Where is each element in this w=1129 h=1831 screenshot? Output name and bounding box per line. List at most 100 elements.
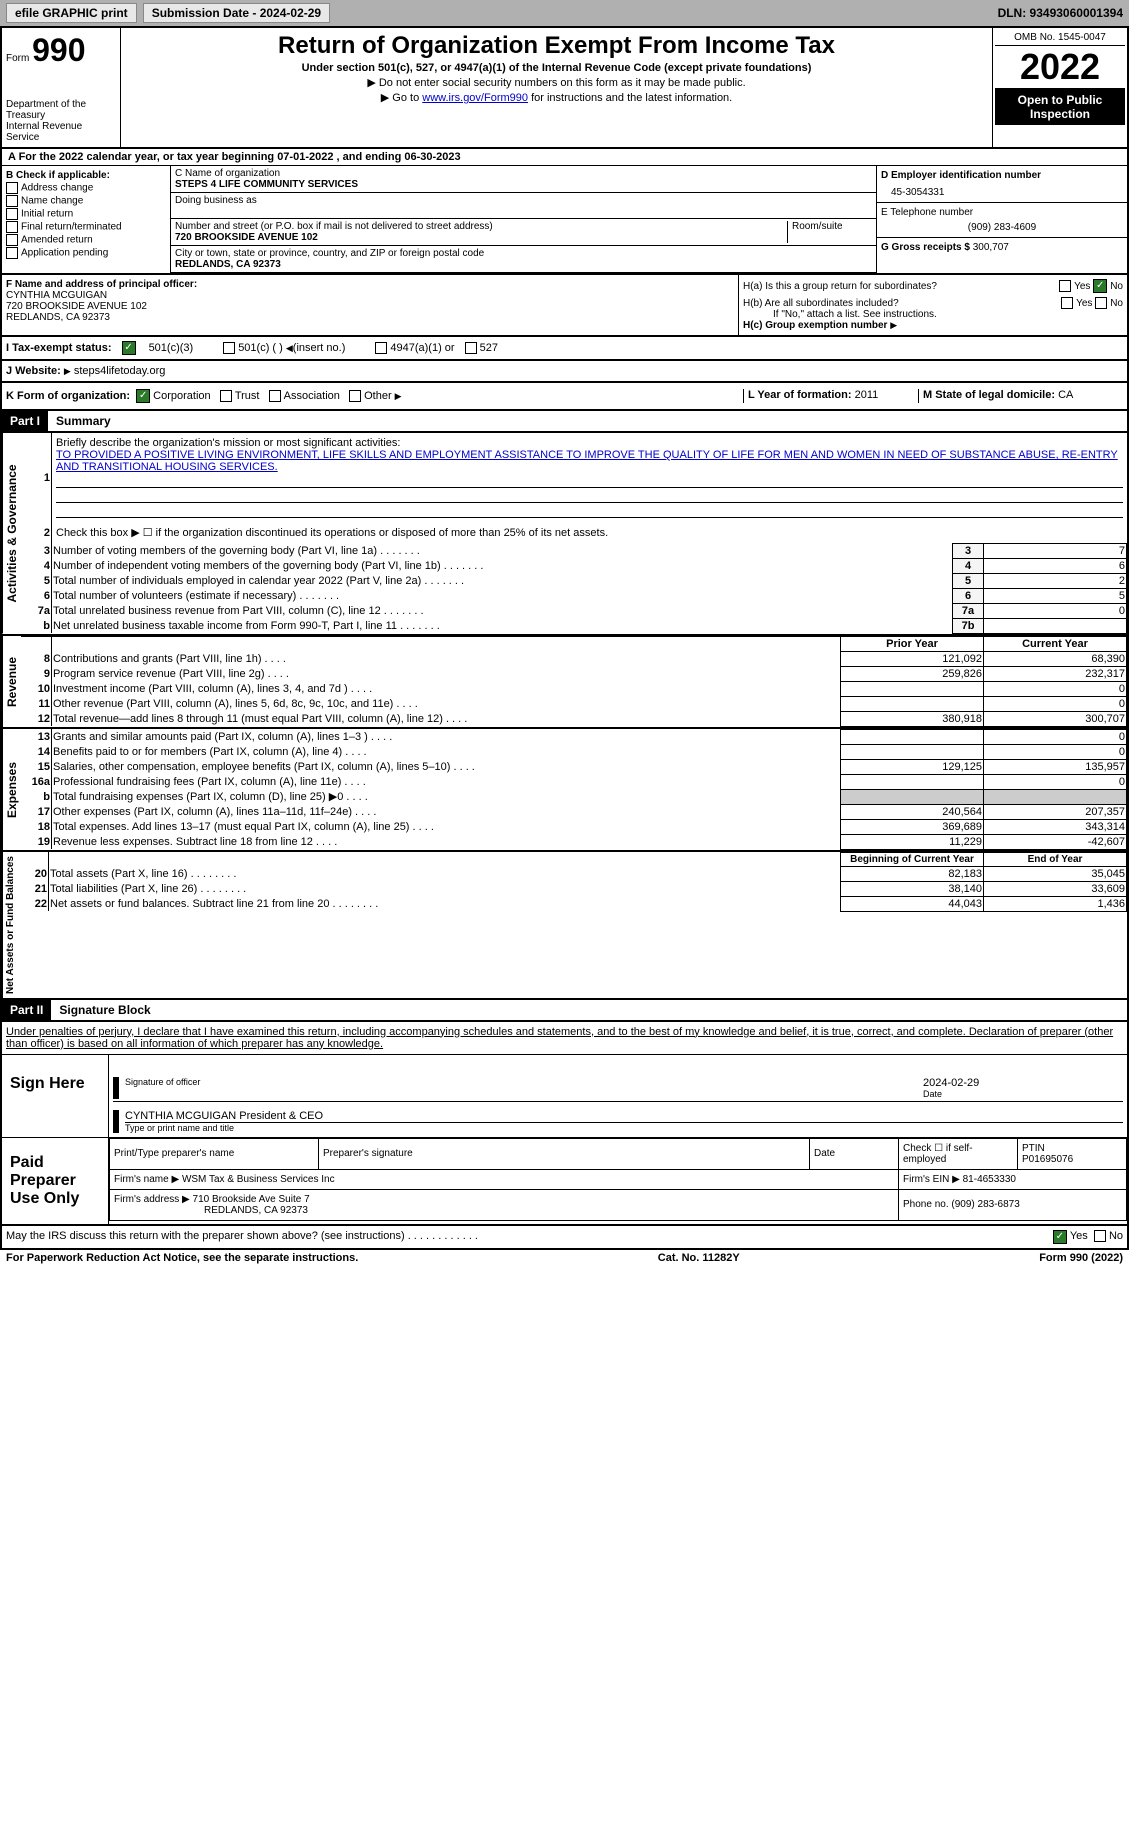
hb-yes[interactable]	[1061, 297, 1073, 309]
check-pending[interactable]: Application pending	[6, 247, 166, 259]
line-box: 5	[953, 573, 984, 588]
header-left: Form 990 Department of the Treasury Inte…	[2, 28, 121, 147]
submission-button[interactable]: Submission Date - 2024-02-29	[143, 3, 330, 23]
line-label: Net unrelated business taxable income fr…	[52, 618, 953, 633]
prior-year-header: Prior Year	[841, 636, 984, 651]
ha-yes[interactable]	[1059, 280, 1071, 292]
check-final[interactable]: Final return/terminated	[6, 221, 166, 233]
l-label: L Year of formation:	[748, 389, 852, 401]
curr-value: 300,707	[984, 711, 1127, 726]
form-title: Return of Organization Exempt From Incom…	[129, 32, 984, 60]
officer-addr2: REDLANDS, CA 92373	[6, 312, 734, 323]
ha-label: H(a) Is this a group return for subordin…	[743, 281, 1059, 292]
shaded-cell	[841, 789, 984, 804]
line-label: Total unrelated business revenue from Pa…	[52, 603, 953, 618]
firm-name-value: WSM Tax & Business Services Inc	[182, 1174, 335, 1185]
prior-value: 11,229	[841, 834, 984, 849]
col-b-header: B Check if applicable:	[6, 170, 166, 181]
preparer-table: Print/Type preparer's name Preparer's si…	[109, 1138, 1127, 1221]
irs-link[interactable]: www.irs.gov/Form990	[422, 92, 528, 104]
line-num: 15	[21, 759, 52, 774]
line-label: Other revenue (Part VIII, column (A), li…	[52, 696, 841, 711]
line-label: Revenue less expenses. Subtract line 18 …	[52, 834, 841, 849]
line-num: 17	[21, 804, 52, 819]
curr-value: 0	[984, 729, 1127, 744]
part1-badge: Part I	[2, 411, 48, 431]
i-4947[interactable]	[375, 342, 387, 354]
current-year-header: Current Year	[984, 636, 1127, 651]
phone-value: (909) 283-4609	[881, 222, 1123, 233]
line-label: Total number of volunteers (estimate if …	[52, 588, 953, 603]
dln-label: DLN: 93493060001394	[998, 6, 1123, 20]
org-name: STEPS 4 LIFE COMMUNITY SERVICES	[175, 179, 872, 190]
governance-block: Activities & Governance 1 Briefly descri…	[0, 433, 1129, 636]
shaded-cell	[984, 789, 1127, 804]
i-501c3[interactable]: ✓	[122, 341, 136, 355]
efile-button[interactable]: efile GRAPHIC print	[6, 3, 137, 23]
ha-no[interactable]: ✓	[1093, 279, 1107, 293]
curr-value: 0	[984, 744, 1127, 759]
k-corp[interactable]: ✓	[136, 389, 150, 403]
k-other[interactable]	[349, 390, 361, 402]
discuss-no[interactable]	[1094, 1230, 1106, 1242]
city-label: City or town, state or province, country…	[175, 248, 872, 259]
part2-badge: Part II	[2, 1000, 51, 1020]
declaration-text: Under penalties of perjury, I declare th…	[2, 1022, 1127, 1055]
line-label: Total liabilities (Part X, line 26) . . …	[49, 881, 841, 896]
line-label: Total number of individuals employed in …	[52, 573, 953, 588]
name-label: C Name of organization	[175, 168, 872, 179]
k-label: K Form of organization:	[6, 390, 130, 402]
firm-addr1: 710 Brookside Ave Suite 7	[193, 1194, 310, 1205]
prep-date-label: Date	[810, 1138, 899, 1169]
curr-value: 33,609	[984, 881, 1127, 896]
discuss-text: May the IRS discuss this return with the…	[6, 1230, 1053, 1244]
cat-no: Cat. No. 11282Y	[658, 1252, 740, 1264]
line-value	[984, 618, 1127, 633]
line-num: 1	[21, 433, 52, 522]
governance-label: Activities & Governance	[2, 433, 21, 634]
k-trust[interactable]	[220, 390, 232, 402]
ein-label: D Employer identification number	[881, 170, 1123, 181]
check-address[interactable]: Address change	[6, 182, 166, 194]
line-label: Program service revenue (Part VIII, line…	[52, 666, 841, 681]
form-note2: ▶ Go to www.irs.gov/Form990 for instruct…	[129, 91, 984, 104]
curr-value: 1,436	[984, 896, 1127, 911]
line-num: 12	[21, 711, 52, 726]
curr-value: 68,390	[984, 651, 1127, 666]
line-label: Grants and similar amounts paid (Part IX…	[52, 729, 841, 744]
check-name[interactable]: Name change	[6, 195, 166, 207]
firm-ein-value: 81-4653330	[963, 1174, 1016, 1185]
curr-value: 0	[984, 681, 1127, 696]
gross-label: G Gross receipts $	[881, 242, 970, 253]
paperwork-notice: For Paperwork Reduction Act Notice, see …	[6, 1252, 358, 1264]
check-amended[interactable]: Amended return	[6, 234, 166, 246]
line-label: Salaries, other compensation, employee b…	[52, 759, 841, 774]
signature-section: Under penalties of perjury, I declare th…	[0, 1022, 1129, 1226]
i-501c[interactable]	[223, 342, 235, 354]
m-value: CA	[1058, 389, 1073, 401]
discuss-yes[interactable]: ✓	[1053, 1230, 1067, 1244]
line-label: Number of voting members of the governin…	[52, 543, 953, 558]
line2-text: Check this box ▶ ☐ if the organization d…	[52, 522, 1127, 543]
col-b: B Check if applicable: Address change Na…	[2, 166, 171, 273]
hb-no[interactable]	[1095, 297, 1107, 309]
hb-label: H(b) Are all subordinates included?	[743, 298, 1061, 309]
org-address: 720 BROOKSIDE AVENUE 102	[175, 232, 783, 243]
ptin-value: P01695076	[1022, 1154, 1073, 1165]
main-info-block: B Check if applicable: Address change Na…	[0, 166, 1129, 275]
line-label: Benefits paid to or for members (Part IX…	[52, 744, 841, 759]
line-num: 9	[21, 666, 52, 681]
part1-title: Summary	[48, 411, 119, 431]
end-year-header: End of Year	[984, 852, 1127, 866]
line-label: Total fundraising expenses (Part IX, col…	[52, 789, 841, 804]
line-value: 6	[984, 558, 1127, 573]
prior-value: 380,918	[841, 711, 984, 726]
paid-preparer-label: Paid Preparer Use Only	[2, 1138, 109, 1224]
website-value: steps4lifetoday.org	[74, 365, 166, 377]
k-assoc[interactable]	[269, 390, 281, 402]
check-initial[interactable]: Initial return	[6, 208, 166, 220]
i-527[interactable]	[465, 342, 477, 354]
netassets-label: Net Assets or Fund Balances	[2, 852, 18, 998]
line-num: 19	[21, 834, 52, 849]
curr-value: 232,317	[984, 666, 1127, 681]
